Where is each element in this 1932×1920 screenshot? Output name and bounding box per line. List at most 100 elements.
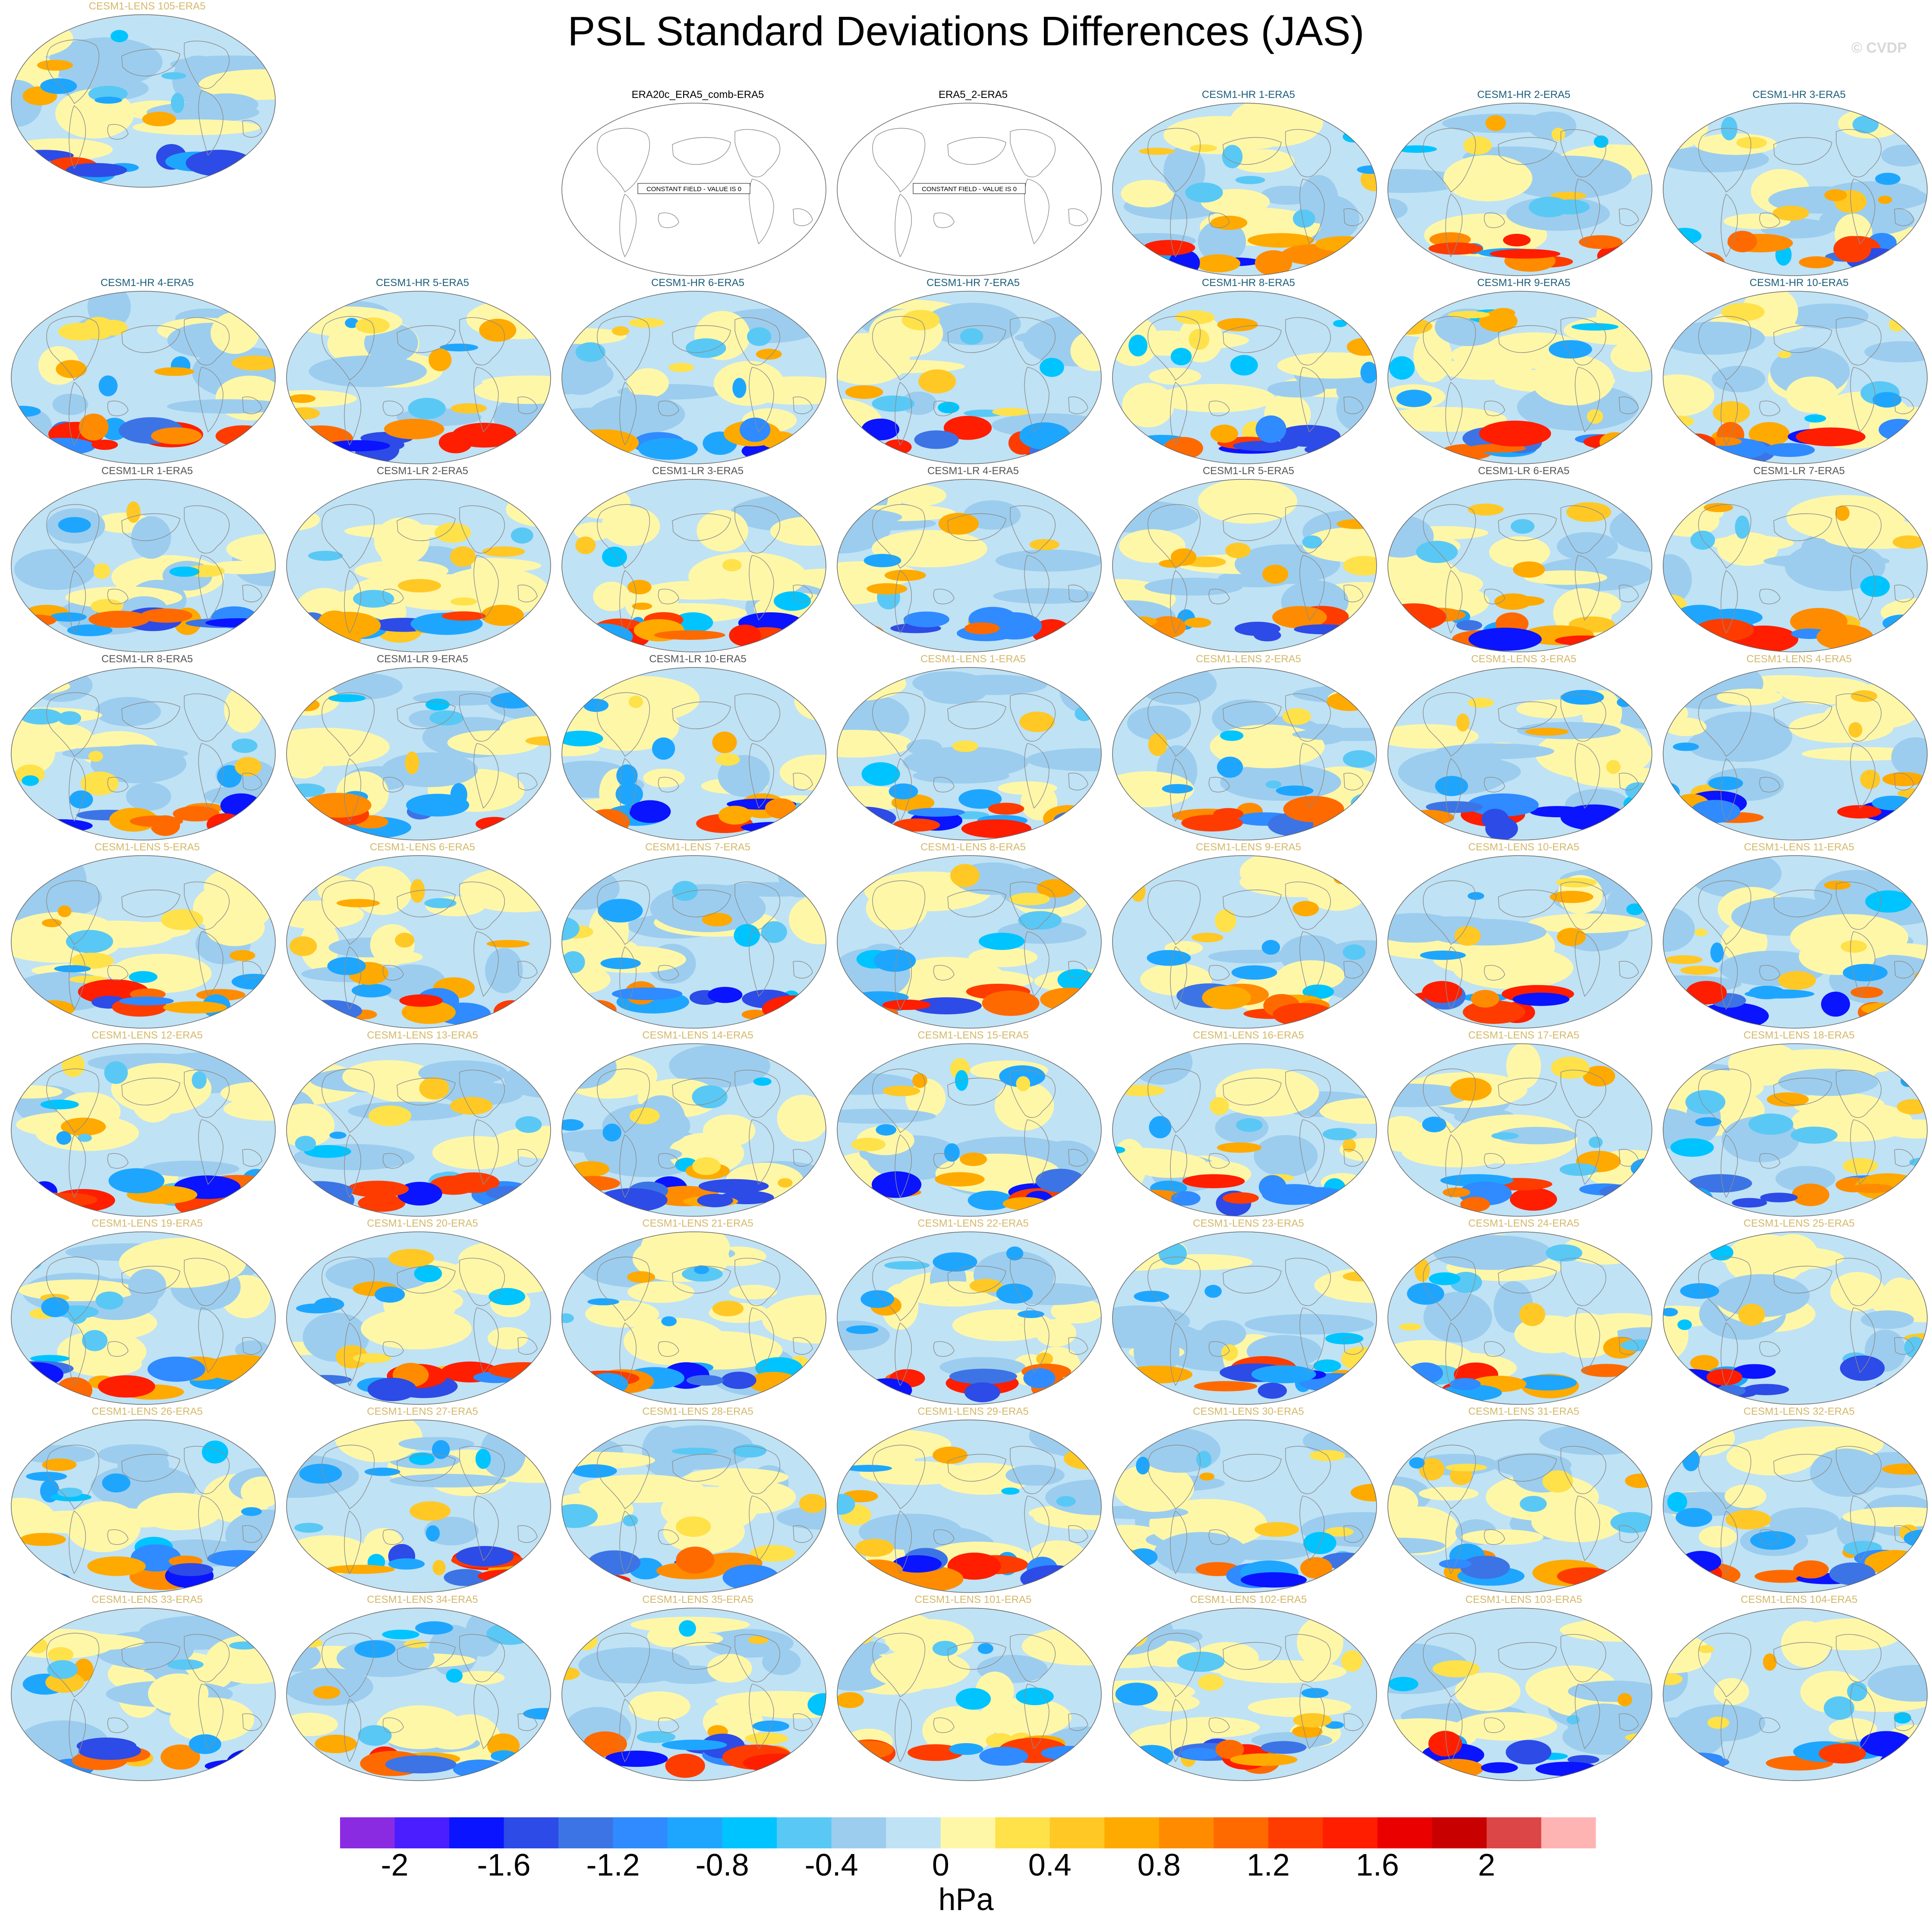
coastline [895,946,912,1010]
field-blob [1837,805,1882,818]
coastline [473,367,499,433]
coastline [933,400,955,416]
globe-outline [286,291,551,464]
coastline [619,1698,637,1763]
coastline [749,367,774,433]
coastline [1170,946,1187,1010]
coastline [198,367,224,433]
map-panel: CESM1-LR 5-ERA5 [1111,465,1386,653]
coastline [1850,555,1875,621]
field-blob [964,1382,1000,1403]
coastline [895,570,912,634]
field-blob [882,999,931,1010]
map-globe [837,1420,1102,1593]
colorbar-swatch [1050,1817,1105,1848]
map-panel: CESM1-LENS 8-ERA5 [835,841,1111,1029]
field-blob [1555,635,1613,646]
constant-field-box [913,183,1026,194]
field-blob [424,898,457,909]
field-blob [876,1124,897,1136]
coastline [107,1529,129,1545]
field-blob [161,909,204,930]
field-blob [231,738,258,753]
field-blob [1663,554,1692,605]
field-blob [1333,320,1347,327]
coastline [459,1634,505,1682]
field-blob [707,1654,752,1683]
field-blob [1273,1003,1335,1027]
colorbar-tick-label: -0.8 [695,1848,749,1882]
coastline [1223,1454,1282,1482]
coastline [459,1070,505,1118]
field-blob [385,1755,457,1774]
panel-title: CESM1-LENS 35-ERA5 [642,1594,753,1605]
field-blob [1188,329,1210,350]
coastline [749,1495,774,1561]
field-blob [235,757,262,777]
panel-title: CESM1-LENS 14-ERA5 [642,1029,753,1041]
field-blob [161,1744,200,1770]
globe-outline [561,667,826,840]
globe-outline [11,1608,276,1781]
field-blob [739,417,771,442]
coastline [1343,585,1364,602]
coastline [933,1341,955,1357]
constant-field-text: CONSTANT FIELD - VALUE IS 0 [922,186,1017,193]
field-blob [1297,1617,1343,1667]
globe-outline [1387,103,1652,276]
map-globe [1663,103,1928,276]
field-blob [1506,1044,1541,1089]
field-blob [1626,903,1644,916]
field-blob [1664,718,1707,737]
coastline [658,1717,679,1733]
field-blob [1201,1320,1246,1347]
field-blob [851,1137,886,1152]
field-blob [1191,932,1223,943]
field-blob [1763,1653,1777,1671]
coastline [517,1149,538,1167]
field-blob [1128,334,1147,357]
coastline [872,128,925,193]
coastline [1170,758,1187,822]
field-blob [1865,890,1912,913]
field-blob [67,624,113,636]
field-blob [1122,383,1174,428]
field-blob [1037,879,1075,898]
coastline [1773,701,1832,729]
field-blob [901,391,937,415]
map-globe [1387,1043,1652,1217]
map-panel: CESM1-HR 1-ERA5 [1111,88,1386,277]
field-blob [1695,1117,1721,1127]
field-blob [358,1725,392,1746]
field-blob [918,369,956,393]
field-blob [1491,1132,1519,1139]
field-blob [867,583,908,595]
coastline [793,1149,813,1167]
field-blob [1749,985,1785,999]
field-blob [777,1095,826,1142]
coastline [1208,1341,1230,1357]
field-blob [933,1252,977,1272]
map-globe: CONSTANT FIELD - VALUE IS 0 [837,103,1102,276]
colorbar-tick-label: -2 [381,1848,409,1882]
coastline [947,137,1006,165]
colorbar-swatch [613,1817,668,1848]
field-blob [410,1501,451,1521]
field-blob [1561,689,1604,705]
coastline [1575,1684,1600,1750]
globe-outline [1663,1608,1928,1781]
coastline [1423,1256,1476,1322]
coastline [1147,880,1201,945]
coastline [69,1698,86,1763]
coastline [1170,1510,1187,1574]
field-blob [451,403,487,414]
field-blob [1816,624,1874,650]
field-blob [326,1564,395,1574]
field-blob [294,1523,324,1533]
field-blob [762,1649,801,1675]
field-blob [1341,1347,1377,1371]
coastline [1343,1713,1364,1731]
coastline [1285,881,1331,930]
coastline [1223,325,1282,353]
coastline [1850,179,1875,245]
